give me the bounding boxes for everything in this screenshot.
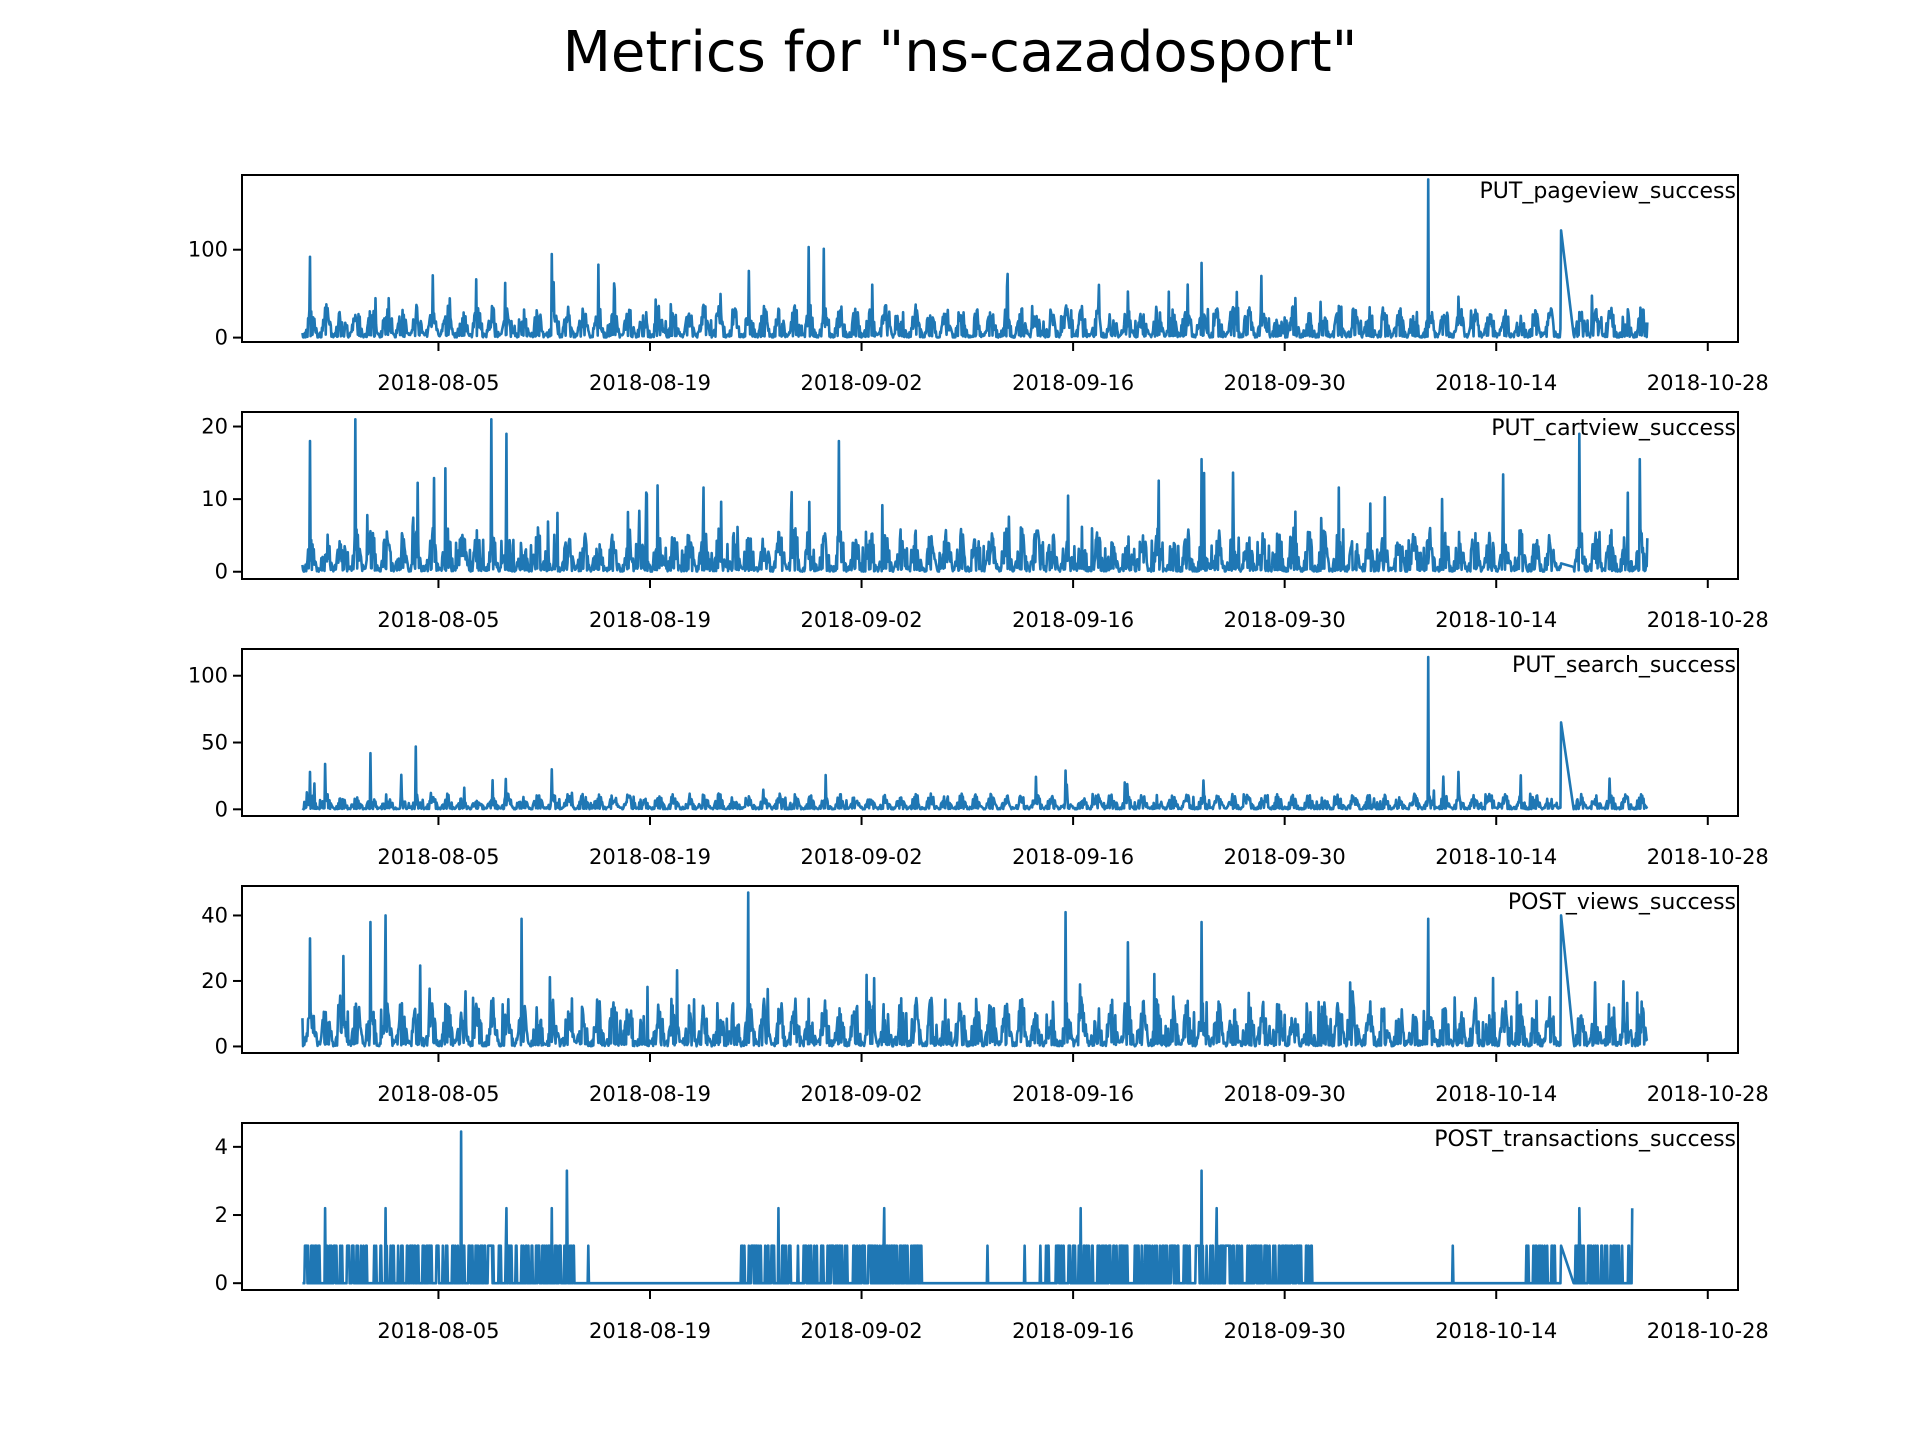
y-tick-label: 0 <box>215 326 228 350</box>
y-tick-label: 100 <box>188 238 228 262</box>
x-tick-label: 2018-09-02 <box>801 371 923 395</box>
panel-label: PUT_cartview_success <box>1491 416 1736 441</box>
plot-frame <box>241 648 1739 817</box>
x-tick-label: 2018-08-05 <box>377 1082 499 1106</box>
x-tick-label: 2018-10-14 <box>1435 1082 1557 1106</box>
x-tick-label: 2018-09-30 <box>1224 608 1346 632</box>
series-line-PUT_search_success <box>301 655 1649 811</box>
x-tick-label: 2018-10-28 <box>1647 1319 1769 1343</box>
panel-label: PUT_search_success <box>1512 653 1736 678</box>
panel-label: PUT_pageview_success <box>1480 179 1736 204</box>
x-tick-label: 2018-09-16 <box>1012 1319 1134 1343</box>
x-tick-label: 2018-09-02 <box>801 608 923 632</box>
x-tick-label: 2018-10-28 <box>1647 608 1769 632</box>
y-tick-label: 20 <box>201 969 228 993</box>
y-tick-label: 40 <box>201 903 228 927</box>
x-tick-label: 2018-10-28 <box>1647 371 1769 395</box>
plot-frame <box>241 885 1739 1054</box>
series-line-POST_transactions_success <box>301 1130 1634 1285</box>
x-tick-label: 2018-09-02 <box>801 845 923 869</box>
y-tick-label: 2 <box>215 1203 228 1227</box>
series-line-PUT_pageview_success <box>301 178 1649 339</box>
x-tick-label: 2018-08-19 <box>589 845 711 869</box>
x-tick-label: 2018-09-02 <box>801 1082 923 1106</box>
y-tick-label: 100 <box>188 664 228 688</box>
x-tick-label: 2018-10-14 <box>1435 1319 1557 1343</box>
x-tick-label: 2018-10-28 <box>1647 845 1769 869</box>
plot-frame <box>241 174 1739 343</box>
x-tick-label: 2018-09-02 <box>801 1319 923 1343</box>
x-tick-label: 2018-08-05 <box>377 371 499 395</box>
y-tick-label: 0 <box>215 1034 228 1058</box>
x-tick-label: 2018-09-16 <box>1012 371 1134 395</box>
y-tick-label: 20 <box>201 415 228 439</box>
y-tick-label: 50 <box>201 731 228 755</box>
x-tick-label: 2018-09-16 <box>1012 1082 1134 1106</box>
y-tick-label: 4 <box>215 1135 228 1159</box>
y-tick-label: 10 <box>201 487 228 511</box>
x-tick-label: 2018-10-28 <box>1647 1082 1769 1106</box>
x-tick-label: 2018-09-30 <box>1224 845 1346 869</box>
panel-label: POST_transactions_success <box>1434 1127 1736 1152</box>
y-tick-label: 0 <box>215 560 228 584</box>
series-line-POST_views_success <box>301 891 1649 1048</box>
x-tick-label: 2018-09-30 <box>1224 1082 1346 1106</box>
y-tick-label: 0 <box>215 1271 228 1295</box>
x-tick-label: 2018-08-05 <box>377 608 499 632</box>
y-tick-label: 0 <box>215 797 228 821</box>
x-tick-label: 2018-10-14 <box>1435 845 1557 869</box>
x-tick-label: 2018-08-19 <box>589 1319 711 1343</box>
series-line-PUT_cartview_success <box>301 417 1649 573</box>
x-tick-label: 2018-09-30 <box>1224 1319 1346 1343</box>
figure-title: Metrics for "ns-cazadosport" <box>562 20 1358 85</box>
x-tick-label: 2018-08-05 <box>377 845 499 869</box>
panel-label: POST_views_success <box>1508 890 1736 915</box>
x-tick-label: 2018-08-19 <box>589 608 711 632</box>
x-tick-label: 2018-08-19 <box>589 371 711 395</box>
x-tick-label: 2018-09-16 <box>1012 845 1134 869</box>
x-tick-label: 2018-09-30 <box>1224 371 1346 395</box>
x-tick-label: 2018-10-14 <box>1435 371 1557 395</box>
plot-frame <box>241 1122 1739 1291</box>
x-tick-label: 2018-08-19 <box>589 1082 711 1106</box>
x-tick-label: 2018-10-14 <box>1435 608 1557 632</box>
x-tick-label: 2018-08-05 <box>377 1319 499 1343</box>
x-tick-label: 2018-09-16 <box>1012 608 1134 632</box>
plot-frame <box>241 411 1739 580</box>
